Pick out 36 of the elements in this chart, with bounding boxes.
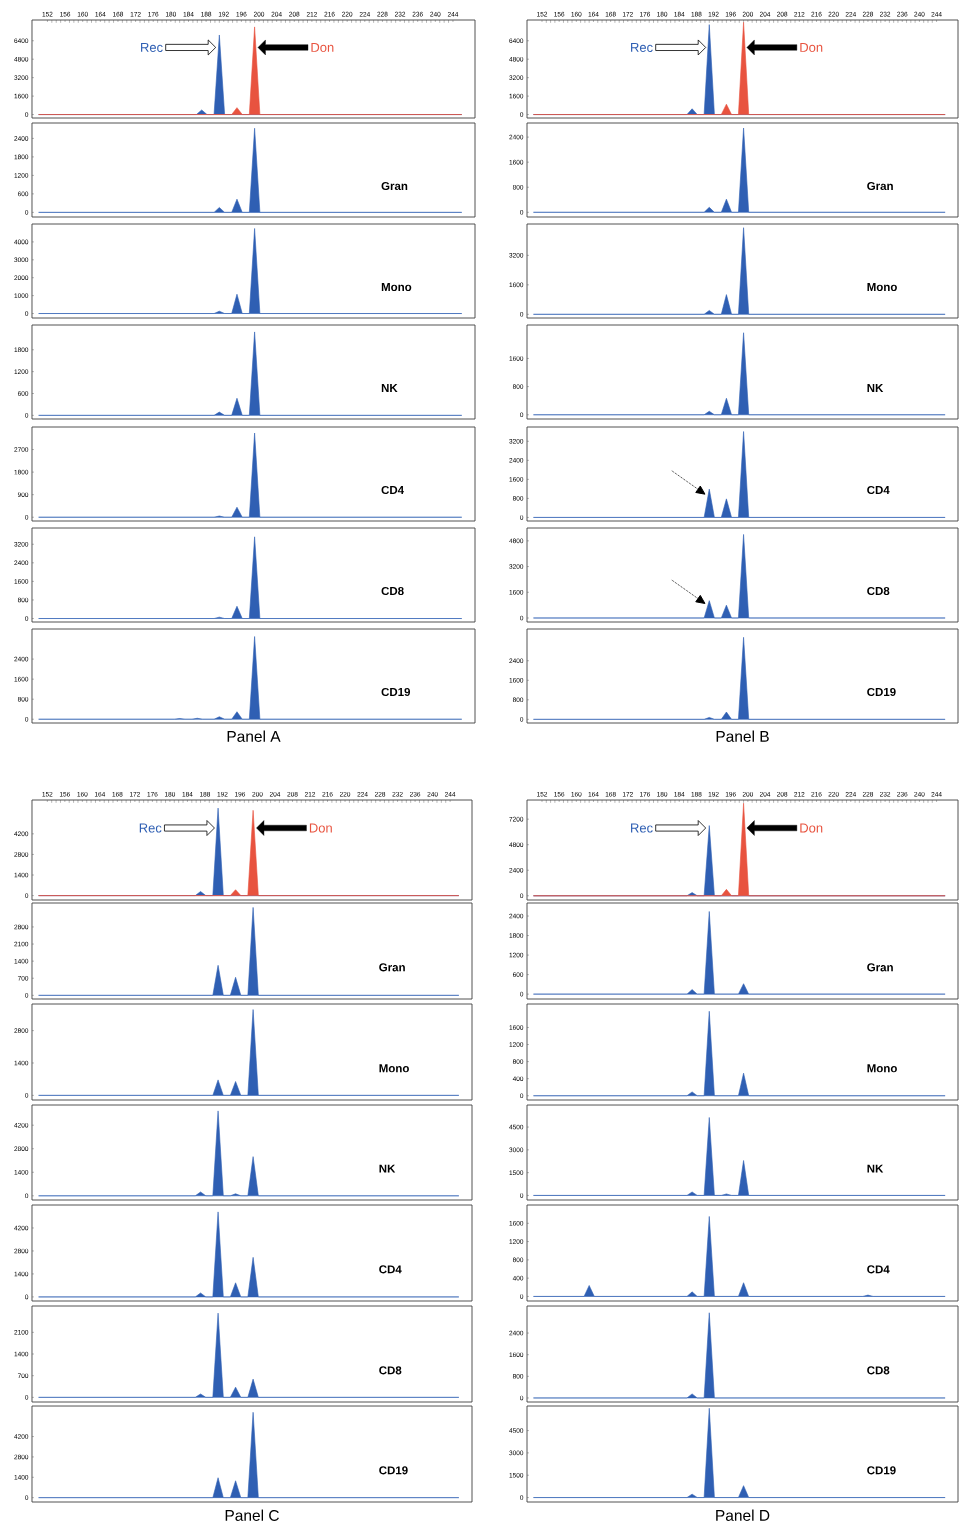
x-axis-title: Panel B (716, 730, 769, 742)
text: Rec (141, 42, 163, 52)
text: Rec (139, 823, 162, 833)
annotation: Gran (379, 963, 405, 972)
annotation: CD8 (381, 586, 404, 596)
annotation: Mono (867, 1064, 897, 1073)
annotation: CD4 (867, 485, 890, 495)
text: Don (309, 823, 332, 833)
annotation: CD8 (867, 586, 890, 596)
text: Don (800, 42, 823, 52)
annotation: CD4 (381, 485, 405, 495)
annotation: NK (867, 384, 884, 392)
annotation: CD19 (381, 687, 411, 697)
annotation: Mono (379, 1064, 409, 1073)
x-axis-title: Panel C (225, 1509, 279, 1521)
annotation: CD19 (867, 687, 896, 697)
annotation: Mono (867, 282, 897, 291)
annotation: CD19 (379, 1466, 408, 1475)
x-axis-title: Panel A (227, 730, 281, 742)
annotation: CD8 (867, 1366, 890, 1375)
text: Don (800, 823, 823, 833)
annotation: NK (379, 1164, 396, 1173)
annotation: NK (381, 384, 398, 392)
annotation: CD4 (379, 1265, 402, 1274)
annotation: Gran (867, 963, 893, 972)
annotation: Gran (867, 181, 893, 191)
text: Rec (631, 823, 653, 833)
x-axis-title: Panel D (716, 1509, 770, 1521)
annotation: Mono (381, 282, 412, 291)
annotation: CD19 (867, 1466, 896, 1475)
annotation: NK (867, 1164, 884, 1173)
annotation: CD4 (867, 1265, 890, 1274)
text: Don (311, 42, 334, 52)
text: Rec (631, 42, 653, 52)
annotation: Gran (381, 181, 408, 191)
annotation: CD8 (379, 1366, 402, 1375)
